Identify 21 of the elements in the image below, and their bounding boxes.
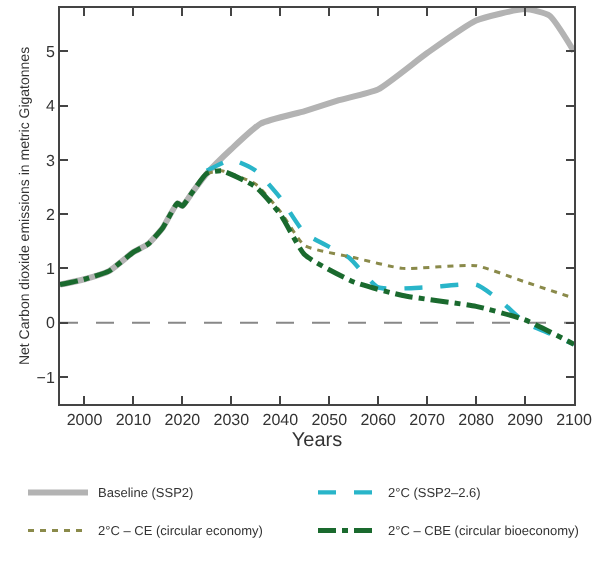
y-tick-label: −1 — [36, 368, 56, 387]
x-tick-label: 2060 — [360, 411, 398, 430]
line-series — [205, 169, 574, 300]
y-tick-label: 0 — [45, 314, 56, 333]
y-tick-label: 1 — [45, 259, 56, 278]
x-tick-label: 2070 — [409, 411, 447, 430]
x-tick-label: 2000 — [66, 411, 104, 430]
x-tick-label: 2090 — [507, 411, 544, 430]
line-series — [60, 168, 574, 347]
x-tick-label: 2010 — [115, 411, 153, 430]
x-tick-label: 2100 — [556, 411, 593, 430]
x-tick-label: 2030 — [213, 411, 251, 430]
y-tick-label: 4 — [45, 97, 56, 116]
y-tick-label: 5 — [45, 43, 56, 61]
x-tick-label: 2050 — [311, 411, 349, 430]
y-tick-label: 2 — [45, 205, 56, 224]
x-tick-label: 2040 — [262, 411, 300, 430]
x-tick-label: 2080 — [458, 411, 495, 430]
x-tick-label: 2020 — [164, 411, 202, 430]
x-axis-title: Years — [291, 430, 343, 453]
y-tick-label: 3 — [45, 151, 56, 170]
